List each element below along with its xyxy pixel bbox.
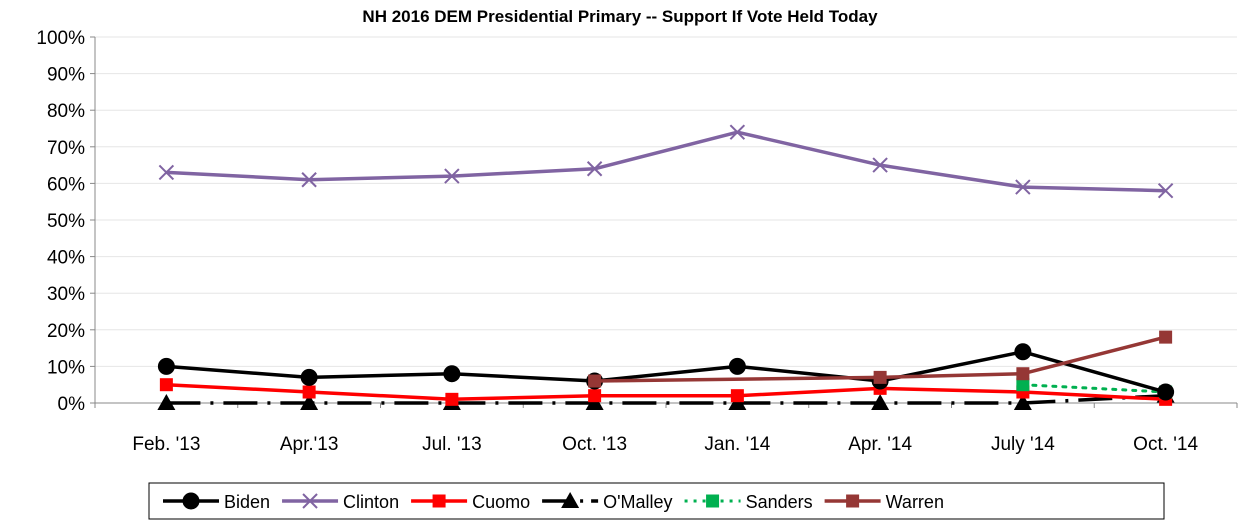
data-point-clinton [586, 161, 603, 177]
y-tick-label: 80% [47, 101, 85, 122]
series-warren [588, 330, 1173, 388]
gridlines [95, 36, 1237, 367]
series-line-cuomo [166, 382, 1166, 402]
data-point-cuomo [730, 389, 744, 403]
data-point-biden [1014, 343, 1032, 361]
legend-label-biden: Biden [224, 492, 270, 512]
data-point-cuomo [445, 392, 459, 406]
y-tick-label: 10% [47, 357, 85, 378]
x-tick-label: Jul. '13 [422, 434, 482, 455]
y-tick-label: 20% [47, 321, 85, 342]
legend-label-sanders: Sanders [746, 492, 813, 512]
legend-marker-sanders [706, 494, 720, 508]
legend: Biden Clinton Cuomo O'Malley Sanders Warren [148, 482, 1165, 520]
legend-marker-biden [182, 492, 200, 510]
x-tick-label: Oct. '14 [1133, 434, 1198, 455]
y-tick-label: 50% [47, 211, 85, 232]
data-point-clinton [301, 172, 317, 188]
y-tick-label: 0% [58, 394, 86, 415]
data-point-clinton [729, 124, 746, 140]
y-tick-label: 30% [47, 284, 85, 305]
axes: 0% 10% 20% 30% 40% 50% 60% 70% 80% 90% 100% Feb. '1… [36, 28, 1238, 455]
legend-marker-clinton [302, 493, 318, 509]
series-line-clinton [166, 130, 1166, 193]
legend-item-clinton: Clinton [282, 492, 399, 512]
chart-title: NH 2016 DEM Presidential Primary -- Supp… [362, 7, 878, 26]
x-tick-label: Jan. '14 [704, 434, 770, 455]
data-point-clinton [1015, 179, 1031, 195]
legend-label-cuomo: Cuomo [472, 492, 530, 512]
series-clinton [158, 124, 1174, 199]
legend-label-o-malley: O'Malley [603, 492, 672, 512]
series-biden [157, 343, 1175, 401]
legend-marker-warren [846, 494, 860, 508]
x-tick-label: Apr. '14 [848, 434, 912, 455]
data-point-clinton [444, 168, 460, 184]
series-line-warren [594, 335, 1167, 383]
data-point-biden [157, 357, 175, 375]
data-point-biden [728, 357, 746, 375]
data-point-o-malley [157, 394, 176, 410]
data-point-warren [873, 370, 887, 384]
y-tick-label: 100% [36, 28, 85, 49]
legend-item-cuomo: Cuomo [411, 492, 530, 512]
series-layer [157, 124, 1175, 410]
data-point-cuomo [588, 389, 602, 403]
data-point-warren [1016, 367, 1030, 381]
x-tick-label: July '14 [991, 434, 1055, 455]
data-point-clinton [1157, 183, 1174, 199]
data-point-warren [588, 374, 602, 388]
data-point-sanders [1016, 378, 1030, 392]
legend-item-warren: Warren [824, 492, 944, 512]
data-point-cuomo [159, 378, 173, 392]
data-point-o-malley [1013, 394, 1032, 410]
data-point-o-malley [871, 394, 890, 410]
data-point-warren [1159, 330, 1173, 344]
data-point-biden [443, 365, 461, 383]
x-tick-label: Oct. '13 [562, 434, 627, 455]
series-cuomo [159, 378, 1173, 406]
y-tick-label: 60% [47, 174, 85, 195]
series-line-biden [166, 350, 1167, 394]
data-point-clinton [872, 157, 888, 173]
y-tick-label: 90% [47, 65, 85, 86]
legend-item-sanders: Sanders [684, 492, 813, 512]
legend-marker-cuomo [432, 494, 446, 508]
data-point-o-malley [300, 394, 319, 410]
data-point-cuomo [302, 385, 316, 399]
legend-item-o-malley: O'Malley [542, 492, 673, 512]
legend-label-clinton: Clinton [343, 492, 399, 512]
data-point-biden [1157, 383, 1175, 401]
data-point-biden [300, 368, 318, 386]
legend-label-warren: Warren [886, 492, 944, 512]
data-point-clinton [158, 164, 175, 181]
legend-marker-o-malley [561, 492, 580, 508]
legend-item-biden: Biden [163, 492, 270, 512]
y-tick-label: 70% [47, 138, 85, 159]
series-line-sanders [1021, 383, 1168, 394]
y-tick-label: 40% [47, 248, 85, 269]
x-tick-label: Apr.'13 [280, 434, 339, 455]
x-tick-label: Feb. '13 [132, 434, 200, 455]
